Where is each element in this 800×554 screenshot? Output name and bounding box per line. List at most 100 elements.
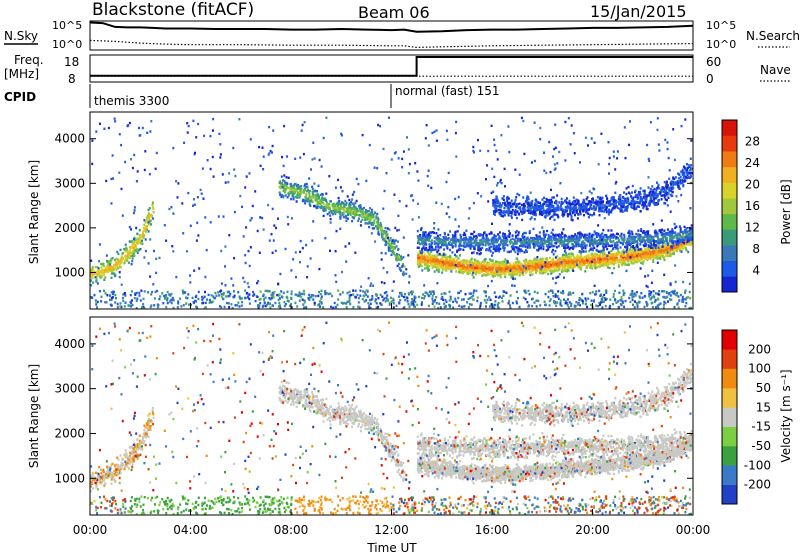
power-point-2742 — [664, 259, 666, 261]
power-point-821 — [349, 203, 351, 205]
power-point-2781 — [428, 265, 430, 267]
power-point-653 — [359, 214, 361, 216]
power-point-4538 — [628, 232, 630, 234]
date-title: 15/Jan/2015 — [590, 2, 687, 21]
power-point-4574 — [615, 245, 617, 247]
power-point-3244 — [656, 252, 658, 254]
power-point-3474 — [447, 234, 449, 236]
power-point-904 — [289, 191, 291, 193]
power-point-3633 — [472, 233, 474, 235]
power-point-4454 — [429, 248, 431, 250]
power-point-4654 — [465, 240, 467, 242]
power-point-4229 — [520, 245, 522, 247]
power-point-4569 — [668, 234, 670, 236]
power-point-3127 — [504, 269, 506, 271]
power-point-4394 — [598, 250, 600, 252]
power-point-4550 — [599, 241, 601, 243]
power-point-3147 — [488, 263, 490, 265]
power-point-1760 — [504, 276, 506, 278]
power-point-458 — [323, 215, 325, 217]
power-point-4063 — [662, 245, 664, 247]
power-point-3230 — [446, 265, 448, 267]
power-point-780 — [362, 212, 364, 214]
power-point-919 — [334, 205, 336, 207]
power-point-4478 — [487, 242, 489, 244]
power-point-3221 — [601, 262, 603, 264]
power-point-299 — [95, 266, 97, 268]
power-point-253 — [114, 275, 116, 277]
power-point-3503 — [461, 245, 463, 247]
power-point-3730 — [616, 233, 618, 235]
power-point-4377 — [449, 241, 451, 243]
power-point-4570 — [513, 242, 515, 244]
power-point-902 — [294, 183, 296, 185]
power-point-1915 — [567, 269, 569, 271]
power-point-4420 — [455, 231, 457, 233]
power-point-2938 — [663, 250, 665, 252]
power-point-44 — [124, 255, 126, 257]
power-point-1993 — [673, 253, 675, 255]
power-point-3242 — [498, 267, 500, 269]
power-point-2287 — [469, 271, 471, 273]
power-point-636 — [376, 213, 378, 215]
power-point-4152 — [663, 230, 665, 232]
power-point-4659 — [611, 235, 613, 237]
power-point-949 — [312, 193, 314, 195]
power-point-901 — [352, 203, 354, 205]
power-point-4455 — [469, 245, 471, 247]
power-point-4630 — [455, 245, 457, 247]
power-point-3377 — [435, 246, 437, 248]
power-point-888 — [339, 216, 341, 218]
power-point-206 — [135, 245, 137, 247]
power-point-3181 — [544, 270, 546, 272]
power-point-594 — [299, 196, 301, 198]
power-point-291 — [147, 218, 149, 220]
power-point-3233 — [420, 263, 422, 265]
power-point-3202 — [504, 273, 506, 275]
power-point-184 — [137, 233, 139, 235]
power-point-965 — [328, 207, 330, 209]
power-point-4265 — [641, 241, 643, 243]
power-point-4350 — [616, 241, 618, 243]
power-point-3153 — [493, 264, 495, 266]
power-point-295 — [139, 237, 141, 239]
power-point-811 — [314, 190, 316, 192]
power-point-3112 — [538, 261, 540, 263]
power-point-4584 — [682, 237, 684, 239]
power-point-759 — [343, 212, 345, 214]
power-point-2077 — [665, 254, 667, 256]
power-point-4481 — [655, 244, 657, 246]
power-point-4647 — [443, 248, 445, 250]
power-point-228 — [143, 227, 145, 229]
cpid-segment-1: themis 3300 — [94, 94, 169, 108]
power-point-261 — [130, 251, 132, 253]
power-point-4616 — [631, 240, 633, 242]
power-point-2952 — [541, 272, 543, 274]
power-point-3874 — [673, 237, 675, 239]
power-point-211 — [146, 225, 148, 227]
power-point-3060 — [597, 261, 599, 263]
power-point-4411 — [472, 245, 474, 247]
power-point-3157 — [441, 258, 443, 260]
power-point-1498 — [584, 270, 586, 272]
power-point-2997 — [578, 266, 580, 268]
power-point-4645 — [449, 249, 451, 251]
power-point-4593 — [603, 249, 605, 251]
power-point-4449 — [480, 233, 482, 235]
power-point-4479 — [596, 249, 598, 251]
freq-panel-frame — [90, 55, 693, 82]
power-point-3263 — [478, 264, 480, 266]
power-point-4465 — [426, 236, 428, 238]
power-point-3026 — [593, 260, 595, 262]
power-point-908 — [375, 217, 377, 219]
power-point-4544 — [526, 244, 528, 246]
power-point-2623 — [670, 253, 672, 255]
power-point-2712 — [594, 254, 596, 256]
power-point-167 — [98, 260, 100, 262]
power-point-913 — [325, 204, 327, 206]
power-point-4238 — [548, 234, 550, 236]
freq-right-tick-bottom: 0 — [706, 72, 714, 86]
power-point-931 — [347, 218, 349, 220]
power-point-289 — [101, 275, 103, 277]
power-point-4156 — [611, 244, 613, 246]
